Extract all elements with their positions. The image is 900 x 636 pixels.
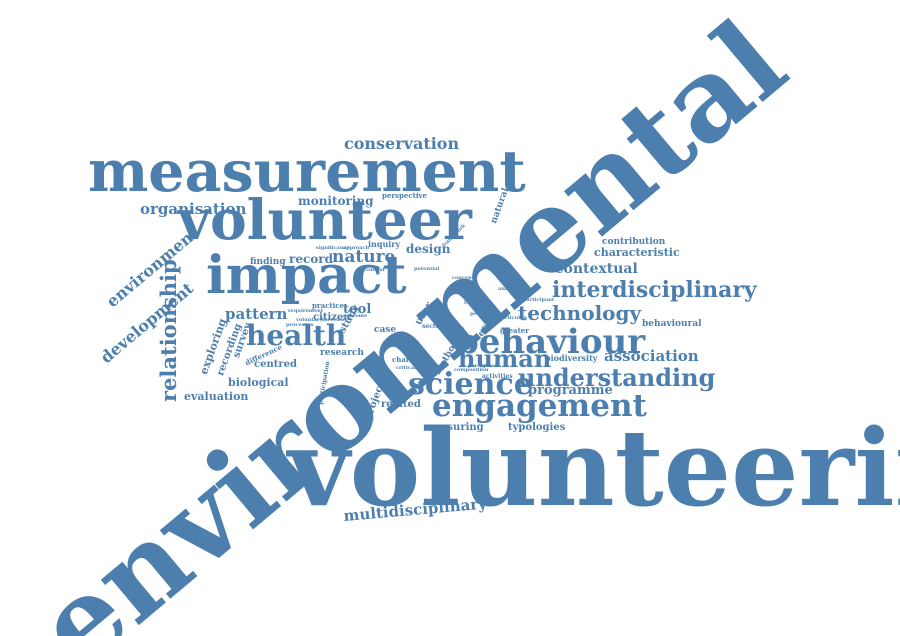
word-biological: biological bbox=[228, 376, 289, 389]
word-processes: processes bbox=[286, 322, 314, 328]
word-finding: finding bbox=[250, 257, 286, 267]
word-people: people bbox=[470, 311, 489, 317]
word-related: related bbox=[381, 399, 421, 410]
word-health: health bbox=[246, 319, 347, 352]
word-technology: technology bbox=[518, 301, 642, 325]
word-impact: impact bbox=[206, 245, 407, 306]
word-engagement: engagement bbox=[432, 388, 647, 424]
word-outcome: outcome bbox=[343, 313, 368, 319]
word-analytical: analytical bbox=[498, 286, 526, 292]
word-centred: centred bbox=[254, 359, 297, 370]
word-increase: increase bbox=[322, 317, 346, 323]
word-conservation: conservation bbox=[344, 134, 460, 153]
word-typologies: typologies bbox=[508, 422, 566, 433]
word-greater: greater bbox=[500, 326, 529, 335]
word-inquiry: inquiry bbox=[368, 239, 401, 249]
word-believe: believe bbox=[452, 283, 472, 289]
word-record: record bbox=[289, 252, 333, 266]
word-measurement: measurement bbox=[88, 138, 526, 205]
word-association: association bbox=[604, 347, 699, 365]
word-relationship: relationship bbox=[156, 259, 181, 402]
word-case: case bbox=[374, 325, 397, 335]
word-design: design bbox=[406, 242, 451, 256]
word-characteristic: characteristic bbox=[594, 246, 680, 259]
word-monitoring: monitoring bbox=[298, 194, 374, 208]
word-concept: concept bbox=[452, 275, 475, 281]
word-volunteering: volunteering bbox=[288, 405, 900, 530]
word-pattern: pattern bbox=[225, 305, 288, 323]
word-tool: tool bbox=[343, 302, 372, 317]
word-contextual: contextual bbox=[555, 261, 638, 277]
word-context: context bbox=[364, 267, 385, 273]
word-understanding: understanding bbox=[518, 363, 716, 392]
word-behavioural: behavioural bbox=[642, 319, 702, 329]
word-perception: perception bbox=[468, 363, 499, 369]
word-particular: particular bbox=[498, 315, 527, 321]
word-biodiversity: biodiversity bbox=[545, 353, 598, 363]
word-contribution: contribution bbox=[602, 237, 666, 247]
word-nature: nature bbox=[332, 247, 396, 267]
word-human: human bbox=[458, 344, 552, 373]
word-approach: approach bbox=[343, 245, 370, 251]
word-measuring: measuring bbox=[424, 422, 484, 433]
word-social: social bbox=[462, 291, 479, 297]
word-perspective: perspective bbox=[382, 191, 428, 200]
word-programme: programme bbox=[528, 383, 613, 398]
word-interdisciplinary: interdisciplinary bbox=[552, 277, 757, 303]
word-practice: practice bbox=[312, 301, 344, 310]
word-critical: critical bbox=[396, 365, 416, 371]
word-requirement: requirement bbox=[288, 308, 324, 314]
word-organisation: organisation bbox=[140, 200, 247, 218]
word-volunteer: volunteer bbox=[178, 187, 472, 252]
word-change: change bbox=[464, 299, 489, 306]
word-evaluation: evaluation bbox=[184, 390, 249, 403]
word-significance: significance bbox=[316, 245, 350, 251]
word-composition: composition bbox=[454, 367, 489, 373]
word-science: science bbox=[408, 367, 533, 402]
word-voluntary: voluntary bbox=[296, 317, 323, 323]
word-citizen: citizen bbox=[313, 312, 351, 323]
word-potential: potential bbox=[414, 266, 440, 272]
word-behaviour: behaviour bbox=[455, 322, 646, 362]
word-sector: sector bbox=[422, 323, 443, 330]
word-research: research bbox=[320, 348, 364, 358]
word-activities: activities bbox=[482, 373, 513, 380]
word-charity: charity bbox=[392, 355, 420, 364]
word-participant: participant bbox=[523, 297, 555, 303]
